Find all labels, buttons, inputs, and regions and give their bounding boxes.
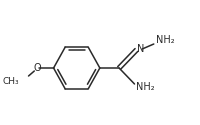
Text: NH₂: NH₂ (155, 35, 173, 45)
Text: NH₂: NH₂ (136, 82, 154, 92)
Text: N: N (137, 44, 144, 54)
Text: CH₃: CH₃ (2, 76, 19, 86)
Text: O: O (33, 63, 41, 73)
